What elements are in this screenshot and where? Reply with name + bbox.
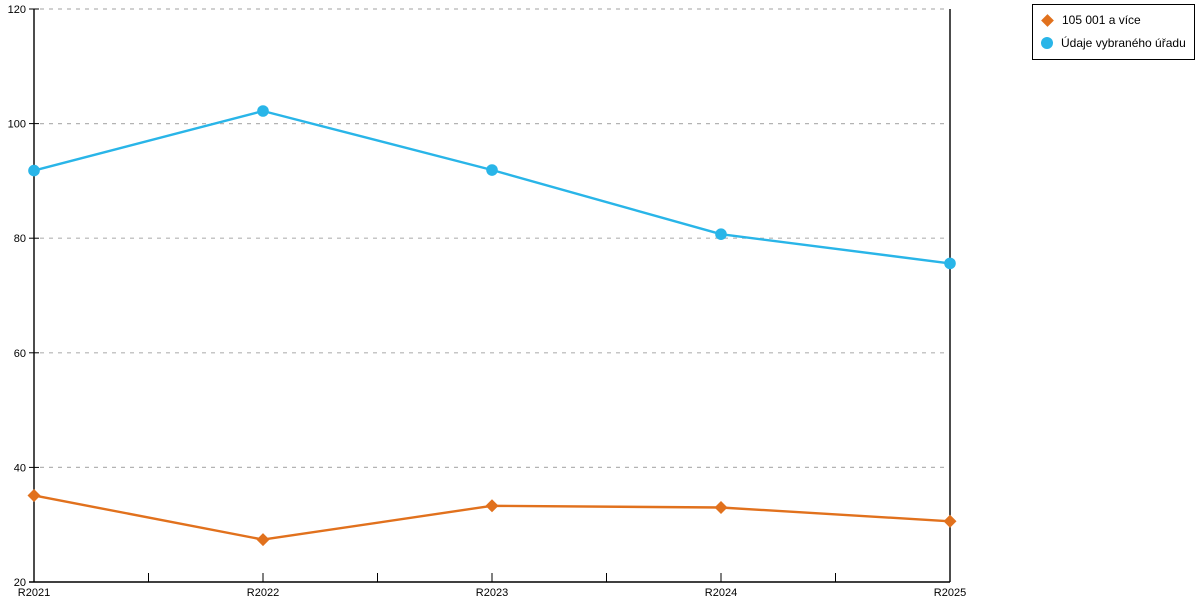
svg-text:20: 20 <box>14 577 26 589</box>
legend-label-udaje-vybraneho-uradu: Údaje vybraného úřadu <box>1061 36 1186 50</box>
diamond-marker-icon <box>1041 13 1054 27</box>
svg-text:R2024: R2024 <box>705 587 737 599</box>
legend: 105 001 a více Údaje vybraného úřadu <box>1032 4 1195 60</box>
legend-item-105001-a-vice: 105 001 a více <box>1041 13 1186 27</box>
svg-text:R2023: R2023 <box>476 587 508 599</box>
svg-text:100: 100 <box>8 119 26 131</box>
svg-text:40: 40 <box>14 462 26 474</box>
svg-text:80: 80 <box>14 233 26 245</box>
svg-text:R2021: R2021 <box>18 587 50 599</box>
svg-text:R2022: R2022 <box>247 587 279 599</box>
legend-item-udaje-vybraneho-uradu: Údaje vybraného úřadu <box>1041 37 1186 49</box>
svg-text:60: 60 <box>14 348 26 360</box>
svg-text:R2025: R2025 <box>934 587 966 599</box>
circle-marker-icon <box>1041 37 1053 49</box>
legend-label-105001-a-vice: 105 001 a více <box>1062 13 1141 27</box>
svg-text:120: 120 <box>8 4 26 16</box>
